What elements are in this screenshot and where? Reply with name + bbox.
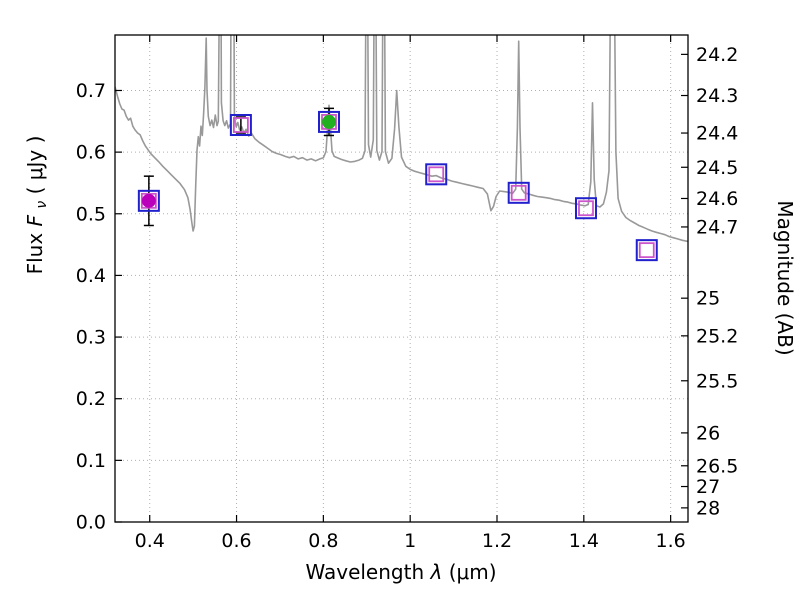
x-axis-label-prefix: Wavelength	[305, 560, 430, 584]
y-tick-label-left: 0.4	[76, 265, 106, 287]
tick-label-layer: 0.4 0.6 0.8 1 1.2 1.4 1.6 0.0 0.1 0.2 0.3 0.4 0.5 0.6…	[76, 44, 739, 552]
y-tick-label-right: 24.7	[696, 216, 738, 238]
y-tick-label-right: 26	[696, 422, 720, 444]
photometry-circle	[141, 193, 156, 208]
axes-layer	[114, 34, 689, 523]
y-axis-label-left-symbol: F	[23, 214, 47, 226]
x-tick-label: 1.2	[482, 530, 512, 552]
y-tick-label-right: 24.5	[696, 157, 738, 179]
y-tick-label-right: 25.5	[696, 370, 738, 392]
y-tick-label-right: 24.4	[696, 123, 738, 145]
y-axis-label-left: Flux F ν ( μJy )	[23, 136, 51, 275]
y-tick-label-right: 25.2	[696, 325, 738, 347]
y-tick-label-left: 0.5	[76, 203, 106, 225]
x-tick-label: 1.6	[656, 530, 686, 552]
x-tick-label: 0.8	[308, 530, 338, 552]
photometry-square-outer	[635, 239, 658, 262]
y-tick-label-left: 0.7	[76, 80, 106, 102]
y-axis-label-left-subscript: ν	[34, 201, 50, 209]
y-tick-label-right: 24.3	[696, 85, 738, 107]
y-tick-label-left: 0.0	[76, 512, 106, 534]
spectrum-line	[115, 35, 688, 243]
y-tick-label-right: 24.6	[696, 188, 738, 210]
photometry-square-outer	[507, 181, 530, 204]
y-tick-label-left: 0.3	[76, 327, 106, 349]
x-tick-label: 1.4	[569, 530, 599, 552]
y-axis-label-left-prefix: Flux	[23, 226, 47, 274]
x-tick-label: 0.4	[135, 530, 165, 552]
photometry-square-outer	[574, 197, 597, 220]
y-tick-label-right: 27	[696, 476, 720, 498]
x-axis-label: Wavelength λ (μm)	[305, 560, 496, 584]
photometry-square-inner	[638, 242, 655, 259]
photometry-square-outer	[318, 110, 341, 133]
photometry-layer	[137, 107, 658, 262]
x-axis-label-symbol: λ	[429, 560, 442, 584]
x-tick-label: 1	[404, 530, 416, 552]
y-tick-label-left: 0.2	[76, 388, 106, 410]
photometry-square-inner	[428, 166, 445, 183]
photometry-circle	[322, 114, 337, 129]
y-tick-label-left: 0.1	[76, 450, 106, 472]
grid-layer	[115, 35, 688, 522]
photometry-square-outer	[229, 114, 252, 137]
y-tick-label-left: 0.6	[76, 142, 106, 164]
spectrum-layer	[115, 35, 688, 243]
x-tick-label: 0.6	[221, 530, 251, 552]
y-tick-label-right: 24.2	[696, 44, 738, 66]
photometry-square-outer	[425, 163, 448, 186]
photometry-square-inner	[510, 184, 527, 201]
y-axis-label-left-suffix: ( μJy )	[23, 136, 47, 195]
y-tick-label-right: 26.5	[696, 455, 738, 477]
axes-box	[114, 34, 689, 523]
y-tick-label-right: 25	[696, 288, 720, 310]
y-tick-label-right: 28	[696, 497, 720, 519]
y-axis-label-right: Magnitude (AB)	[773, 200, 797, 355]
x-axis-label-suffix: (μm)	[449, 560, 497, 584]
photometry-square-outer	[137, 189, 160, 212]
photometry-square-inner	[578, 200, 594, 217]
photometry-square-inner	[232, 117, 249, 133]
